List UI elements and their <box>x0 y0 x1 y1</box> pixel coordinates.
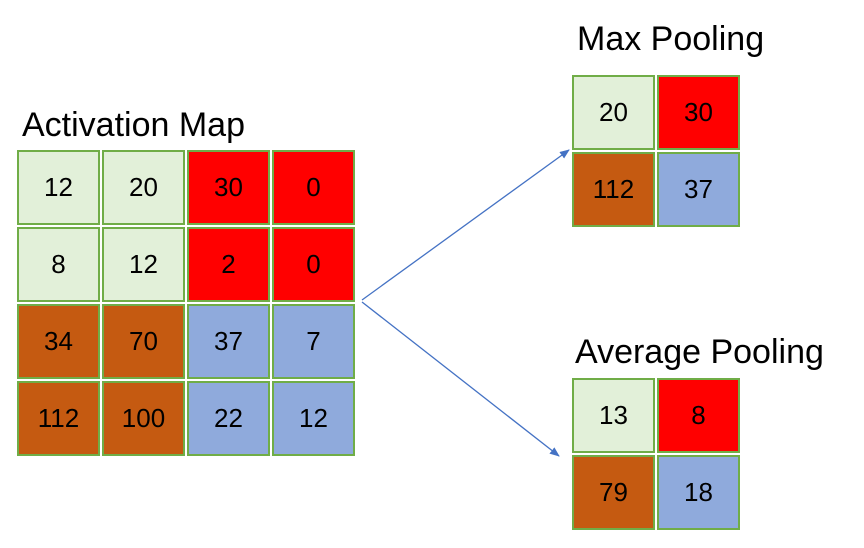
average-pooling-cell: 79 <box>572 455 655 530</box>
activation-map-cell: 7 <box>272 304 355 379</box>
arrow-to-max-pooling <box>361 149 570 301</box>
activation-map-cell: 34 <box>17 304 100 379</box>
max-pooling-cell: 112 <box>572 152 655 227</box>
activation-map-cell: 112 <box>17 381 100 456</box>
activation-map-cell: 100 <box>102 381 185 456</box>
activation-map-cell: 12 <box>17 150 100 225</box>
activation-map-cell: 70 <box>102 304 185 379</box>
max-pooling-cell: 20 <box>572 75 655 150</box>
average-pooling-cell: 18 <box>657 455 740 530</box>
activation-map-cell: 8 <box>17 227 100 302</box>
activation-map-cell: 12 <box>272 381 355 456</box>
max-pooling-cell: 37 <box>657 152 740 227</box>
max-pooling-cell: 30 <box>657 75 740 150</box>
activation-map-cell: 12 <box>102 227 185 302</box>
average-pooling-cell: 8 <box>657 378 740 453</box>
arrow-to-average-pooling <box>361 301 560 457</box>
activation-map-cell: 20 <box>102 150 185 225</box>
activation-map-title: Activation Map <box>22 106 245 144</box>
average-pooling-cell: 13 <box>572 378 655 453</box>
activation-map-cell: 2 <box>187 227 270 302</box>
activation-map-cell: 37 <box>187 304 270 379</box>
activation-map-cell: 30 <box>187 150 270 225</box>
average-pooling-title: Average Pooling <box>575 333 824 371</box>
activation-map-cell: 0 <box>272 150 355 225</box>
max-pooling-title: Max Pooling <box>577 20 765 58</box>
activation-map-cell: 0 <box>272 227 355 302</box>
activation-map-cell: 22 <box>187 381 270 456</box>
